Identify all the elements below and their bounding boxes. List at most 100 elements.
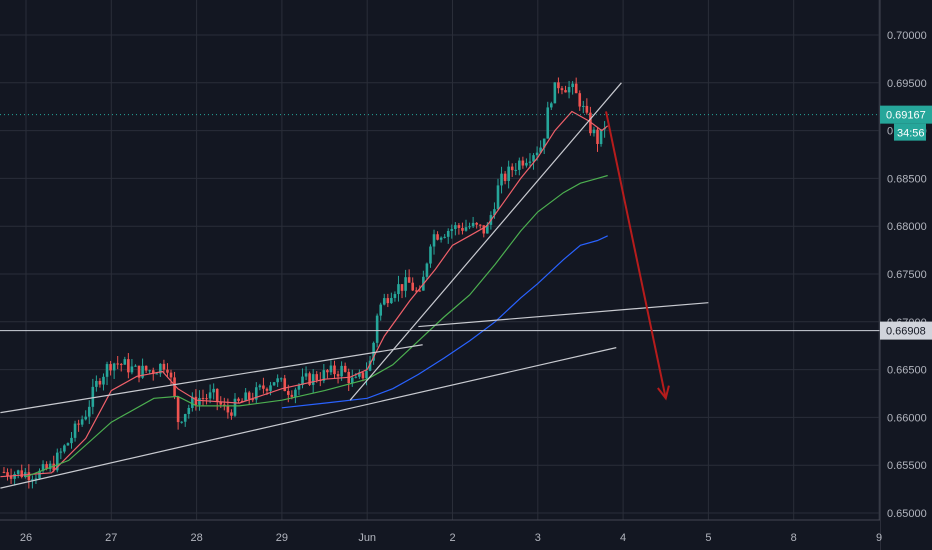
candle-body [358,372,361,377]
candle-body [34,478,38,480]
candle-body [112,363,116,371]
candle-body [102,376,105,385]
candle-body [55,452,59,471]
candle-body [482,225,486,234]
candle-body [589,112,592,134]
current-price-label: 0.69167 [886,110,926,122]
candle-body [350,377,354,384]
candle-body [493,209,496,216]
candle-body [6,472,9,477]
candle-body [414,290,418,292]
candle-body [87,406,91,417]
candle-body [173,377,176,397]
level-price-tag [880,321,932,340]
candle-body [557,82,560,89]
candle-body [432,234,436,247]
candle-body [66,443,70,446]
candle-body [301,376,304,386]
y-tick-label: 0.65500 [887,460,927,472]
candle-body [546,107,550,139]
candle-body [283,378,287,392]
candle-body [141,365,144,378]
candle-body [560,88,564,91]
candle-body [95,380,98,387]
candle-body [329,365,333,373]
candle-body [38,470,41,479]
candle-body [290,394,294,397]
candle-body [304,373,308,377]
x-tick-label: 8 [791,532,797,544]
candle-body [105,364,109,377]
x-tick-label: 5 [705,532,711,544]
candle-body [162,363,166,370]
candle-body [375,315,379,343]
time-axis-panel [0,520,880,550]
candle-body [507,166,510,181]
candle-body [205,398,208,400]
candle-body [201,397,205,399]
candle-body [127,359,130,373]
candle-body [109,364,112,371]
candle-body [596,129,599,144]
candle-body [397,284,400,295]
candle-body [567,87,571,93]
candle-body [564,90,567,93]
x-tick-label: 29 [276,532,288,544]
level-price-label: 0.66908 [886,326,926,338]
candle-body [191,396,194,408]
candle-body [429,246,432,264]
candle-body [450,228,454,231]
x-tick-label: 2 [449,532,455,544]
candle-body [294,389,297,397]
y-tick-label: 0.67500 [887,269,927,281]
candle-body [521,160,525,166]
candle-body [528,161,532,163]
candle-body [592,129,596,134]
candle-body [137,365,141,378]
candle-body [510,166,514,171]
current-price-tag [880,105,932,124]
candle-body [446,230,450,237]
candle-body [411,282,414,291]
y-tick-label: 0.68000 [887,221,927,233]
candle-body [258,385,262,388]
candle-body [574,83,578,94]
candle-body [585,105,589,113]
candle-body [553,82,557,104]
candle-body [368,360,372,371]
candle-body [379,304,383,316]
candle-body [212,388,215,393]
candle-body [525,162,528,166]
candle-body [386,298,390,304]
y-tick-label: 0.69500 [887,78,927,90]
candle-body [468,226,471,228]
candle-body [404,277,407,291]
candle-body [308,373,311,385]
x-tick-label: 27 [105,532,117,544]
candle-body [286,391,290,395]
projection-arrow-head [657,385,670,401]
candle-body [400,284,404,291]
candle-body [247,392,251,400]
candle-body [503,173,507,181]
candle-body [98,380,102,385]
candle-body [251,399,255,401]
candle-body [52,463,56,471]
candle-body [464,227,468,231]
candle-body [418,290,422,292]
candle-body [183,414,187,422]
candle-body [84,416,88,420]
candle-body [180,421,183,423]
countdown-label: 34:56 [897,128,925,140]
candle-body [457,225,461,228]
candle-body [311,374,315,385]
candle-body [63,445,66,452]
x-tick-label: 28 [190,532,202,544]
candle-body [194,396,198,405]
trendline [0,347,617,489]
candle-body [518,160,521,170]
candle-body [425,263,429,277]
candle-body [219,401,223,405]
